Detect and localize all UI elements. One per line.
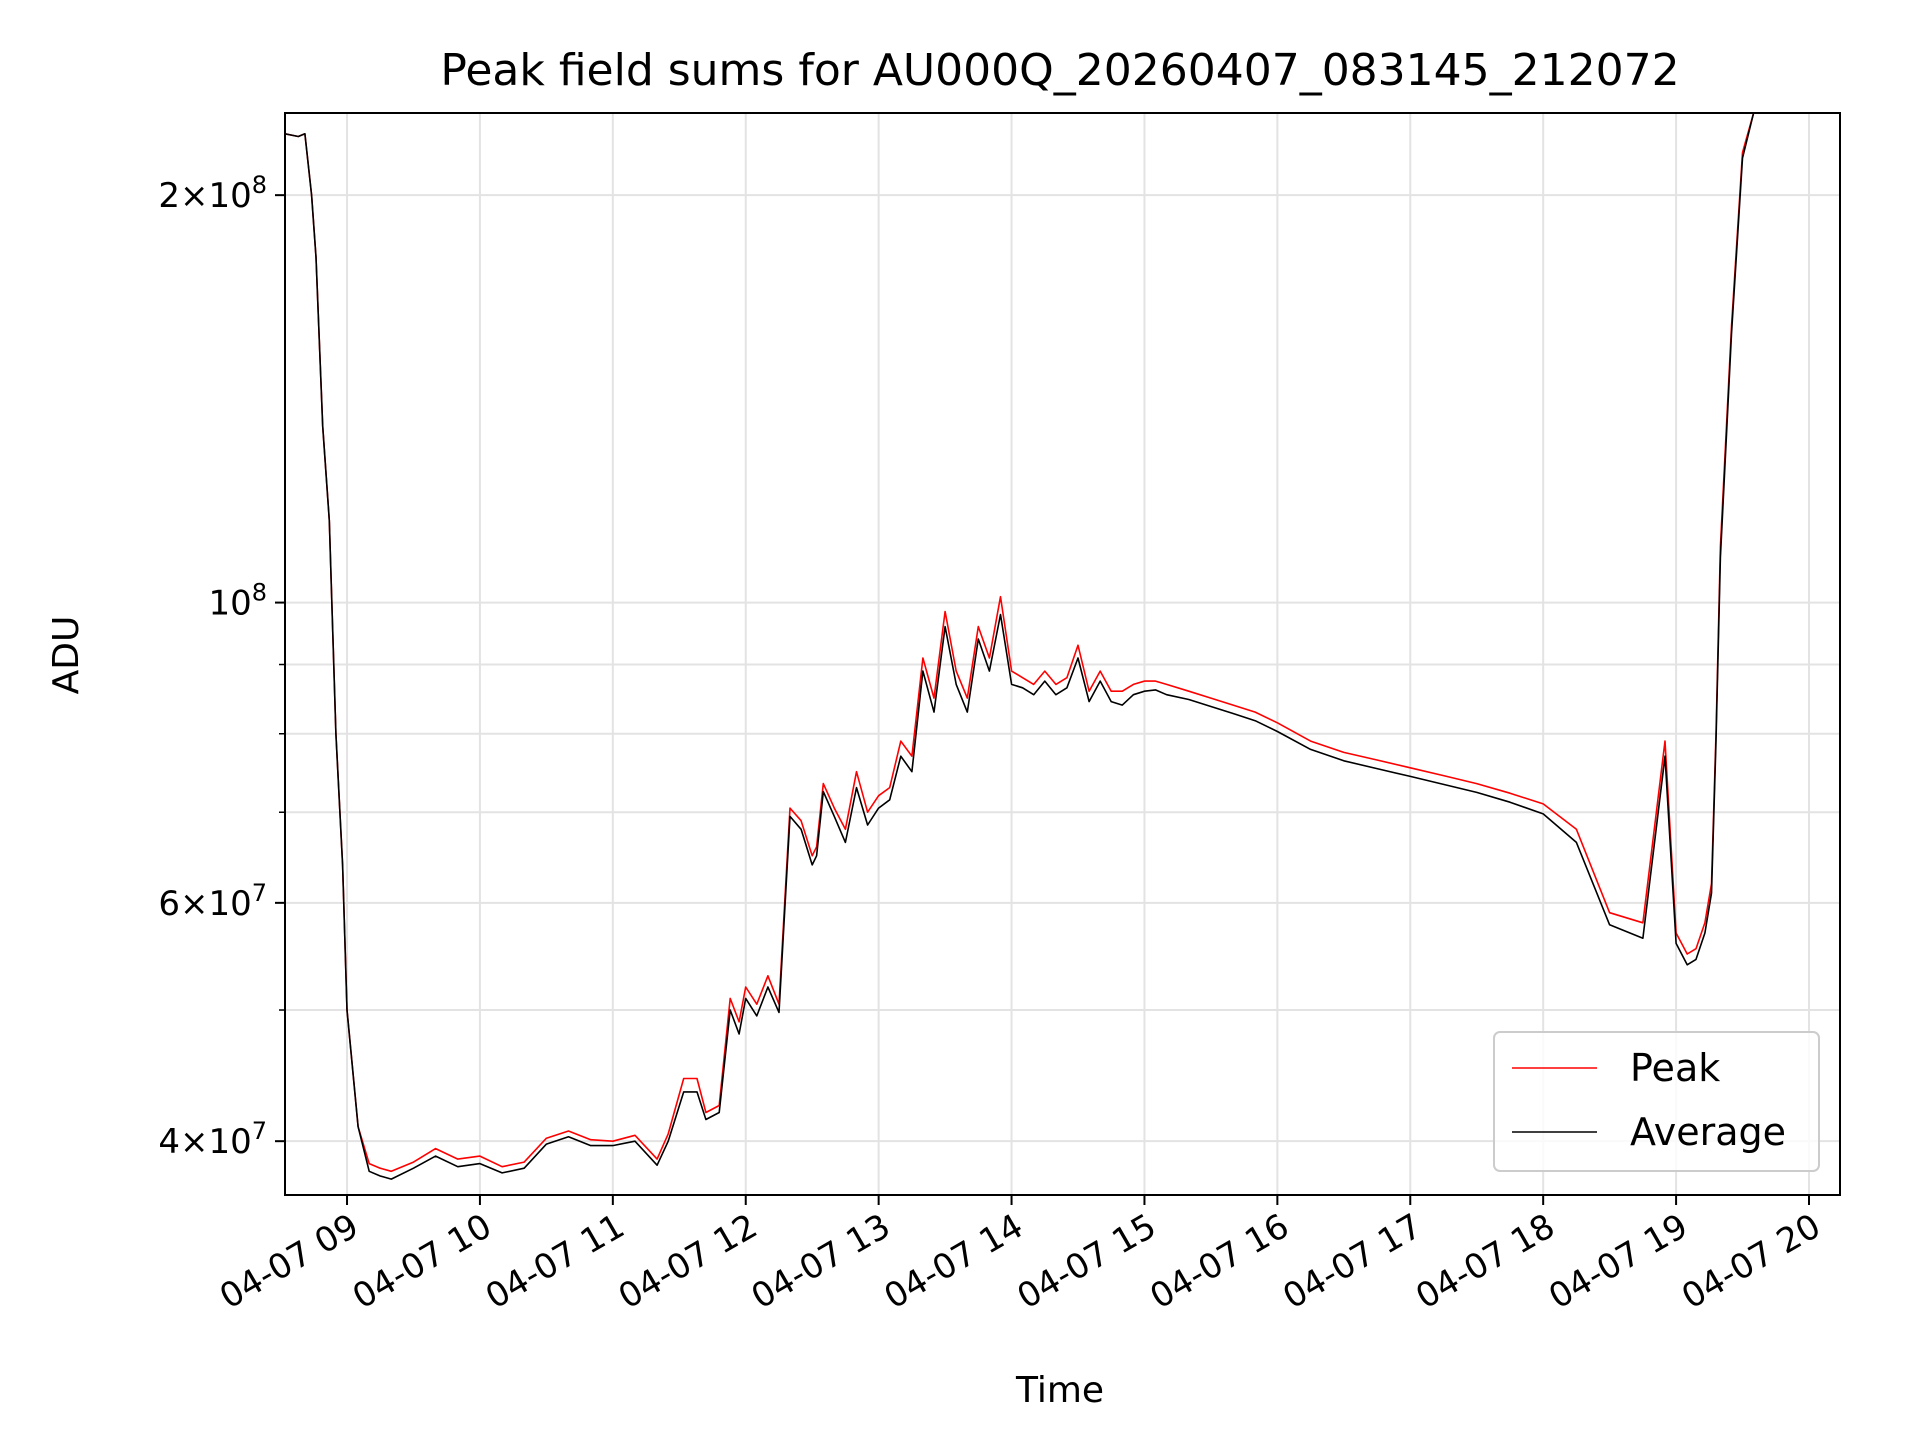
y-axis-ticks: 2×108 108 6×107 4×107 <box>158 171 285 1162</box>
series-line-average <box>285 113 1840 1180</box>
legend-label-peak: Peak <box>1630 1046 1720 1090</box>
legend-box <box>1493 1031 1820 1172</box>
y-tick-label: 6×107 <box>158 879 267 924</box>
y-tick-label: 2×108 <box>158 171 267 216</box>
plot-series <box>285 113 1840 1180</box>
legend: Peak Average <box>1493 1031 1820 1172</box>
legend-label-average: Average <box>1630 1110 1786 1154</box>
chart-title: Peak field sums for AU000Q_20260407_0831… <box>440 45 1679 96</box>
y-axis-title: ADU <box>46 616 87 695</box>
plot-frame <box>284 112 1841 1196</box>
x-axis-title: Time <box>1015 1370 1104 1411</box>
grid-lines <box>285 113 1840 1195</box>
y-tick-label: 4×107 <box>158 1117 267 1162</box>
y-tick-label: 108 <box>208 579 267 624</box>
